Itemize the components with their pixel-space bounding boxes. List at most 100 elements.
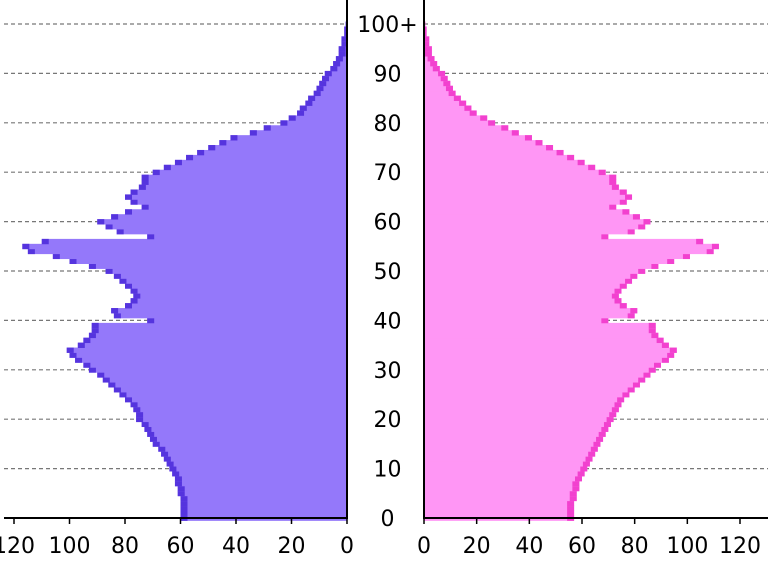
male-bar-edge-age-18 <box>144 426 152 432</box>
female-bar-edge-age-43 <box>619 303 627 309</box>
male-bar-age-81 <box>288 115 347 121</box>
male-bar-age-12 <box>163 456 347 462</box>
male-bar-edge-age-80 <box>280 120 288 126</box>
age-axis-labels: 0 10 20 30 40 50 60 70 80 90 100+ <box>357 13 417 532</box>
female-bar-age-35 <box>424 342 669 348</box>
male-bar-edge-age-72 <box>174 159 182 166</box>
male-bar-edge-age-78 <box>249 130 257 136</box>
male-bar-age-54 <box>27 248 347 255</box>
female-bar-age-65 <box>424 194 633 200</box>
female-bar-edge-age-28 <box>638 377 646 383</box>
male-bar-edge-age-68 <box>141 179 149 185</box>
male-bar-edge-age-21 <box>136 411 144 418</box>
female-bar-edge-age-66 <box>619 189 627 195</box>
female-bar-age-75 <box>424 145 554 151</box>
female-bar-edge-age-27 <box>632 382 640 388</box>
female-bar-edge-age-70 <box>598 169 606 176</box>
male-bar-edge-age-4 <box>180 495 188 502</box>
female-bar-age-50 <box>424 268 646 274</box>
male-bar-age-55 <box>22 243 347 250</box>
male-bar-age-39 <box>91 322 347 329</box>
male-bar-age-73 <box>186 154 347 161</box>
female-bar-edge-age-20 <box>606 416 614 423</box>
female-bar-edge-age-9 <box>577 471 585 477</box>
male-bar-edge-age-41 <box>113 312 121 319</box>
female-bar-edge-age-63 <box>609 204 617 210</box>
female-bar-edge-age-26 <box>627 387 635 393</box>
female-bar-edge-age-8 <box>575 476 582 482</box>
male-bar-age-65 <box>125 194 347 200</box>
female-bar-age-69 <box>424 174 617 181</box>
male-bar-age-31 <box>83 362 347 368</box>
female-bar-edge-age-18 <box>601 426 609 432</box>
male-bar-age-77 <box>230 135 347 141</box>
male-bar-edge-age-91 <box>330 65 338 72</box>
female-bar-edge-age-32 <box>661 357 669 363</box>
female-bar-edge-age-47 <box>619 283 627 289</box>
male-bar-age-64 <box>130 199 347 205</box>
female-bar-edge-age-4 <box>569 495 577 502</box>
female-bar-edge-age-87 <box>445 85 453 92</box>
female-bar-edge-age-38 <box>648 327 656 334</box>
female-bar-edge-age-21 <box>609 411 617 418</box>
female-bar-age-22 <box>424 406 619 413</box>
male-bar-edge-age-29 <box>97 372 105 378</box>
male-bar-edge-age-73 <box>186 154 194 161</box>
female-bar-age-40 <box>424 317 609 324</box>
female-bar-edge-age-64 <box>619 199 627 205</box>
male-bar-age-48 <box>119 278 347 284</box>
female-bar-edge-age-39 <box>648 322 656 329</box>
female-bar-age-53 <box>424 253 690 260</box>
female-bar-edge-age-69 <box>609 174 617 181</box>
female-bar-edge-age-75 <box>546 145 554 151</box>
male-bar-edge-age-12 <box>163 456 171 462</box>
female-bar-age-45 <box>424 293 619 299</box>
male-bar-age-11 <box>166 461 347 467</box>
female-bar-age-64 <box>424 199 627 205</box>
male-bar-edge-age-46 <box>130 288 138 294</box>
female-bar-edge-age-5 <box>569 490 577 497</box>
female-bar-age-87 <box>424 85 453 92</box>
female-bar-edge-age-82 <box>469 110 477 116</box>
male-bar-age-16 <box>149 436 347 442</box>
female-bar-age-18 <box>424 426 609 432</box>
male-bars <box>22 21 348 521</box>
male-bar-age-76 <box>219 140 347 146</box>
male-bar-age-17 <box>147 431 347 437</box>
female-bar-edge-age-56 <box>696 238 704 245</box>
female-bar-age-8 <box>424 476 582 482</box>
male-bar-edge-age-38 <box>91 327 99 334</box>
female-bar-age-32 <box>424 357 669 363</box>
male-bar-edge-age-23 <box>130 401 138 408</box>
female-bar-age-61 <box>424 214 640 220</box>
female-bar-age-15 <box>424 441 601 447</box>
female-bar-edge-age-92 <box>430 61 438 67</box>
male-bar-age-38 <box>91 327 347 334</box>
male-bar-edge-age-37 <box>88 332 96 339</box>
female-bar-edge-age-46 <box>614 288 622 294</box>
female-bar-edge-age-1 <box>567 510 575 516</box>
male-bar-age-4 <box>180 495 347 502</box>
female-bar-edge-age-45 <box>611 293 619 299</box>
male-bar-edge-age-32 <box>75 357 83 363</box>
female-bar-edge-age-54 <box>706 248 714 255</box>
female-bar-age-79 <box>424 125 509 131</box>
female-bar-edge-age-2 <box>567 505 575 511</box>
female-bar-edge-age-23 <box>614 401 622 408</box>
male-bar-age-87 <box>316 85 347 92</box>
female-bar-age-48 <box>424 278 633 284</box>
male-bar-edge-age-28 <box>102 377 110 383</box>
female-bar-age-47 <box>424 283 627 289</box>
female-bar-age-16 <box>424 436 604 442</box>
male-bar-age-19 <box>141 421 347 428</box>
male-bar-age-47 <box>125 283 347 289</box>
female-bar-edge-age-93 <box>427 56 435 62</box>
female-bar-age-44 <box>424 298 622 304</box>
male-bar-edge-age-3 <box>180 500 188 507</box>
male-bar-age-78 <box>249 130 347 136</box>
male-bar-edge-age-96 <box>341 41 347 47</box>
male-bar-age-50 <box>105 268 347 274</box>
female-bar-age-72 <box>424 159 585 166</box>
female-bar-age-21 <box>424 411 617 418</box>
male-bar-age-43 <box>125 303 347 309</box>
